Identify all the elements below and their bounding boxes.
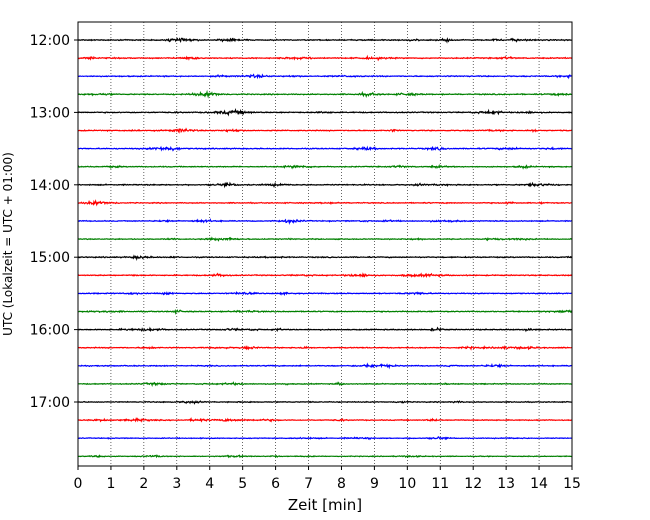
trace-line xyxy=(78,345,573,351)
trace-line xyxy=(77,381,573,387)
trace-line xyxy=(77,399,573,405)
x-tick-label: 12 xyxy=(464,476,482,492)
trace-line xyxy=(77,218,573,225)
trace-line xyxy=(77,163,573,170)
x-axis-ticks: 0 1 2 3 4 5 6 7 8 9 10 11 12 13 14 15 xyxy=(74,466,581,492)
seismic-traces xyxy=(77,37,573,459)
x-tick-label: 10 xyxy=(398,476,416,492)
y-tick-label: 17:00 xyxy=(30,395,70,411)
y-tick-label: 12:00 xyxy=(30,33,70,49)
y-tick-label: 14:00 xyxy=(30,178,70,194)
y-tick-label: 13:00 xyxy=(30,105,70,121)
x-tick-label: 6 xyxy=(271,476,280,492)
x-axis-label: Zeit [min] xyxy=(288,496,362,514)
x-tick-label: 4 xyxy=(205,476,214,492)
trace-line xyxy=(78,308,573,316)
trace-line xyxy=(77,417,573,423)
trace-line xyxy=(77,362,573,370)
x-tick-label: 0 xyxy=(74,476,83,492)
trace-line xyxy=(77,199,573,207)
trace-line xyxy=(77,236,573,242)
x-tick-label: 5 xyxy=(238,476,247,492)
x-tick-label: 1 xyxy=(106,476,115,492)
y-tick-label: 16:00 xyxy=(30,323,70,339)
x-tick-label: 11 xyxy=(431,476,449,492)
trace-line xyxy=(77,37,572,44)
trace-line xyxy=(78,181,573,189)
x-tick-label: 15 xyxy=(563,476,581,492)
x-tick-label: 13 xyxy=(497,476,515,492)
trace-line xyxy=(77,89,573,99)
trace-line xyxy=(77,107,573,117)
trace-line xyxy=(77,145,573,152)
trace-line xyxy=(77,290,573,297)
grid-lines xyxy=(110,22,540,466)
plot-frame xyxy=(77,21,573,467)
trace-line xyxy=(77,436,572,441)
x-tick-label: 3 xyxy=(172,476,181,492)
y-axis-label: UTC (Lokalzeit = UTC + 01:00) xyxy=(1,152,15,336)
x-tick-label: 9 xyxy=(370,476,379,492)
x-tick-label: 2 xyxy=(139,476,148,492)
y-axis-ticks: 12:00 13:00 14:00 15:00 16:00 17:00 xyxy=(30,33,78,411)
x-tick-label: 8 xyxy=(337,476,346,492)
trace-line xyxy=(77,73,572,80)
x-tick-label: 14 xyxy=(530,476,548,492)
x-tick-label: 7 xyxy=(304,476,313,492)
trace-line xyxy=(77,272,572,279)
trace-line xyxy=(77,254,573,261)
trace-line xyxy=(77,326,572,333)
trace-line xyxy=(77,454,573,459)
trace-line xyxy=(77,127,573,134)
trace-line xyxy=(77,54,573,62)
y-tick-label: 15:00 xyxy=(30,250,70,266)
